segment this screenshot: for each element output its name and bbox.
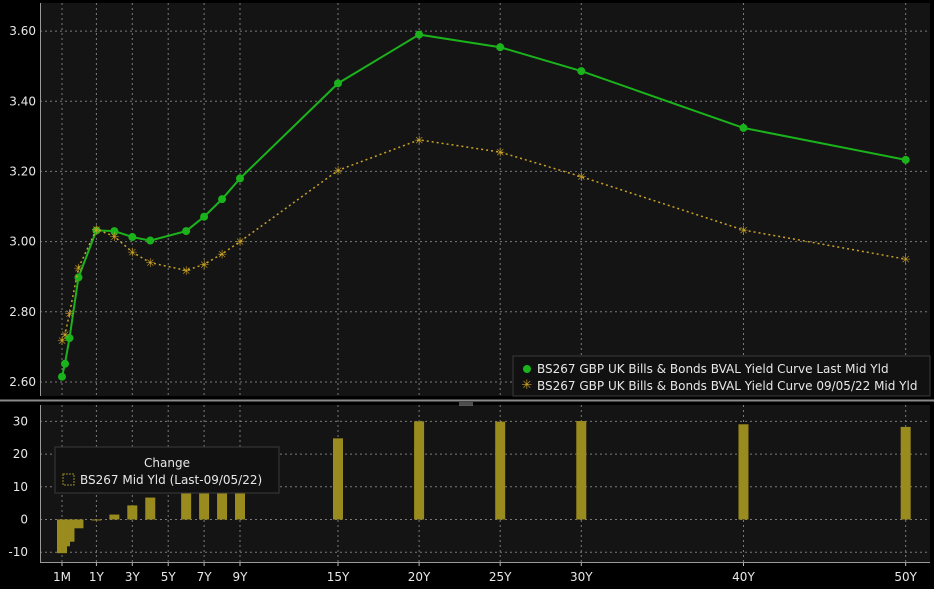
x-tick-label: 9Y xyxy=(233,570,249,584)
last-yield-point xyxy=(110,227,119,236)
x-tick-label: 30Y xyxy=(570,570,593,584)
last-yield-point xyxy=(901,155,910,164)
upper-y-axis: 2.60 2.80 3.00 3.20 3.40 3.60 xyxy=(9,3,41,396)
change-bar xyxy=(73,519,84,529)
lower-y-tick-label: 20 xyxy=(13,447,28,461)
lower-y-axis: -10 0 10 20 30 xyxy=(8,405,41,562)
prior-yield-point: ✳ xyxy=(109,230,119,244)
last-yield-point xyxy=(334,79,342,88)
change-bar xyxy=(900,426,911,520)
lower-y-tick-label: 0 xyxy=(20,512,28,526)
x-tick-label: 20Y xyxy=(408,570,431,584)
legend-last-label: BS267 GBP UK Bills & Bonds BVAL Yield Cu… xyxy=(537,362,889,376)
change-bar xyxy=(64,519,75,542)
upper-gridlines xyxy=(40,3,930,396)
x-tick-label: 25Y xyxy=(489,570,512,584)
change-bar xyxy=(145,497,156,520)
last-yield-point xyxy=(182,227,191,236)
upper-y-tick-label: 3.00 xyxy=(9,235,36,249)
change-bar xyxy=(414,421,425,520)
legend-prior-label: BS267 GBP UK Bills & Bonds BVAL Yield Cu… xyxy=(537,379,917,393)
lower-y-tick-label: 30 xyxy=(13,414,28,428)
change-bar xyxy=(576,421,587,520)
prior-yield-line xyxy=(61,139,906,341)
prior-yield-point: ✳ xyxy=(127,246,137,260)
x-tick-label: 15Y xyxy=(327,570,350,584)
prior-yield-point: ✳ xyxy=(181,264,191,278)
x-tick-label: 1Y xyxy=(89,570,105,584)
x-tick-label: 40Y xyxy=(732,570,755,584)
last-yield-line xyxy=(61,33,906,377)
upper-plot-panel xyxy=(40,3,930,396)
upper-legend-box xyxy=(512,355,931,397)
lower-y-tick-label: 10 xyxy=(13,480,28,494)
upper-legend: BS267 GBP UK Bills & Bonds BVAL Yield Cu… xyxy=(512,355,931,397)
lower-legend: Change BS267 Mid Yld (Last-09/05/22) xyxy=(54,446,280,494)
legend-bar-swatch xyxy=(62,473,75,486)
change-bar xyxy=(199,474,210,520)
prior-yield-point: ✳ xyxy=(64,307,74,321)
prior-yield-point: ✳ xyxy=(60,328,70,342)
upper-y-tick-label: 2.60 xyxy=(9,375,36,389)
upper-y-tick-label: 2.80 xyxy=(9,305,36,319)
x-axis: 1M 1Y 3Y 5Y 7Y 9Y 15Y 20Y 25Y 30Y 40Y 50Y xyxy=(40,562,930,584)
change-bar xyxy=(91,519,102,521)
prior-yield-point: ✳ xyxy=(901,253,911,267)
last-yield-point xyxy=(415,30,424,39)
prior-yield-point: ✳ xyxy=(57,334,67,348)
last-yield-point xyxy=(58,372,66,381)
change-bar xyxy=(495,421,506,520)
lower-legend-box xyxy=(54,446,280,494)
last-yield-point xyxy=(577,67,586,76)
x-tick-label: 5Y xyxy=(161,570,177,584)
prior-yield-point: ✳ xyxy=(73,261,83,275)
last-yield-point xyxy=(200,212,209,221)
prior-yield-point: ✳ xyxy=(414,133,424,147)
prior-yield-point: ✳ xyxy=(738,224,748,238)
prior-yield-point: ✳ xyxy=(495,146,505,160)
legend-last-marker xyxy=(523,365,531,373)
last-yield-point xyxy=(146,236,155,245)
prior-yield-point: ✳ xyxy=(217,247,227,261)
x-tick-label: 1M xyxy=(53,570,71,584)
lower-legend-title: Change xyxy=(144,456,190,470)
change-bar xyxy=(333,438,343,520)
last-yield-point xyxy=(128,233,137,242)
prior-yield-point: ✳ xyxy=(199,258,209,272)
change-bar xyxy=(127,505,138,520)
last-yield-point xyxy=(218,195,227,204)
last-yield-point xyxy=(236,174,244,183)
prior-yield-point: ✳ xyxy=(145,256,155,270)
prior-yield-point: ✳ xyxy=(333,164,343,178)
change-bar xyxy=(217,467,228,520)
prior-yield-point: ✳ xyxy=(235,235,245,249)
last-yield-point xyxy=(496,43,505,52)
upper-y-tick-label: 3.20 xyxy=(9,164,36,178)
x-tick-label: 7Y xyxy=(197,570,213,584)
last-yield-point xyxy=(65,334,74,343)
change-bar xyxy=(738,424,749,520)
upper-y-tick-label: 3.60 xyxy=(9,24,36,38)
yield-curve-series: ✳✳✳✳✳✳✳✳✳ ✳✳✳✳✳✳✳✳✳ xyxy=(57,30,911,381)
lower-legend-label: BS267 Mid Yld (Last-09/05/22) xyxy=(80,473,262,487)
change-bar xyxy=(181,482,192,520)
upper-y-tick-label: 3.40 xyxy=(9,94,36,108)
x-tick-label: 50Y xyxy=(894,570,917,584)
prior-yield-point: ✳ xyxy=(576,170,586,184)
last-yield-point xyxy=(60,359,69,368)
lower-y-tick-label: -10 xyxy=(8,545,28,559)
x-tick-label: 3Y xyxy=(125,570,141,584)
last-yield-point xyxy=(739,123,748,132)
prior-yield-point: ✳ xyxy=(91,223,101,237)
legend-prior-marker: ✳ xyxy=(522,378,533,393)
change-bar xyxy=(109,514,120,520)
